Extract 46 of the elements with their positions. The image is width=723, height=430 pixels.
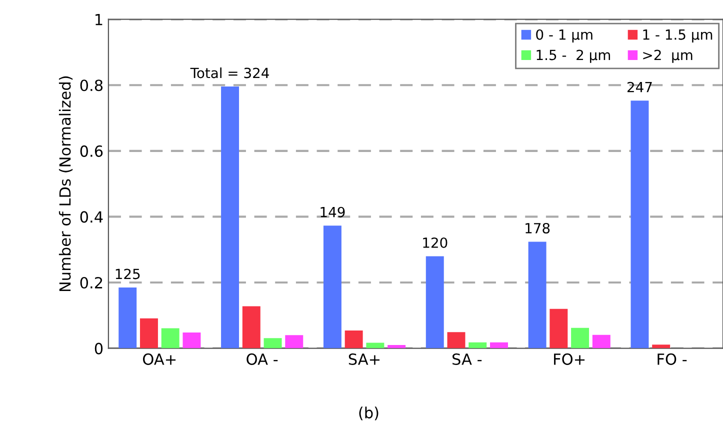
x-tick-label: OA+ [143, 353, 176, 365]
bar [571, 328, 590, 348]
bar [652, 344, 670, 348]
bar [242, 306, 260, 348]
annotation: Total = 324 [190, 67, 269, 78]
y-tick-label: 0.6 [80, 145, 103, 157]
annotation: 247 [627, 82, 652, 92]
legend-label: 0 - 1 µm [536, 29, 592, 43]
y-tick-label: 0.2 [80, 276, 102, 289]
y-tick-label: 0.4 [80, 211, 103, 223]
bar [344, 330, 363, 348]
y-tick-label: 0.8 [80, 80, 103, 92]
bar [426, 256, 444, 348]
x-tick-label: OA - [246, 353, 278, 365]
legend-label: 1 - 1.5 µm [643, 30, 712, 43]
legend-label: 1.5 - 2 µm [536, 50, 610, 63]
bar [592, 334, 610, 348]
bar [140, 318, 158, 348]
bar [323, 226, 342, 348]
annotation: 178 [526, 222, 550, 234]
bar [264, 338, 282, 348]
x-tick-label: FO - [658, 353, 687, 365]
bar [468, 342, 487, 348]
y-tick-label: 1 [96, 14, 102, 26]
text: (b) [359, 406, 378, 420]
x-tick-label: FO+ [554, 353, 585, 365]
y-axis-title: Number of LDs (Normalized) [58, 76, 73, 292]
bar [285, 335, 304, 348]
legend-label: >2 µm [643, 50, 692, 63]
annotation: 120 [423, 237, 448, 248]
bar [550, 308, 568, 348]
bar [528, 242, 546, 348]
bar [388, 345, 406, 348]
bar [221, 86, 240, 348]
x-tick-label: SA - [452, 353, 482, 365]
bar [161, 328, 180, 348]
bar [182, 332, 201, 348]
bar [630, 100, 649, 348]
annotation: 149 [320, 206, 345, 218]
bar [447, 332, 466, 348]
bar [490, 342, 508, 348]
annotation: 125 [116, 268, 140, 280]
bar [366, 342, 384, 348]
bar [118, 287, 137, 348]
x-tick-label: SA+ [348, 353, 380, 365]
y-tick-label: 0 [94, 342, 103, 354]
